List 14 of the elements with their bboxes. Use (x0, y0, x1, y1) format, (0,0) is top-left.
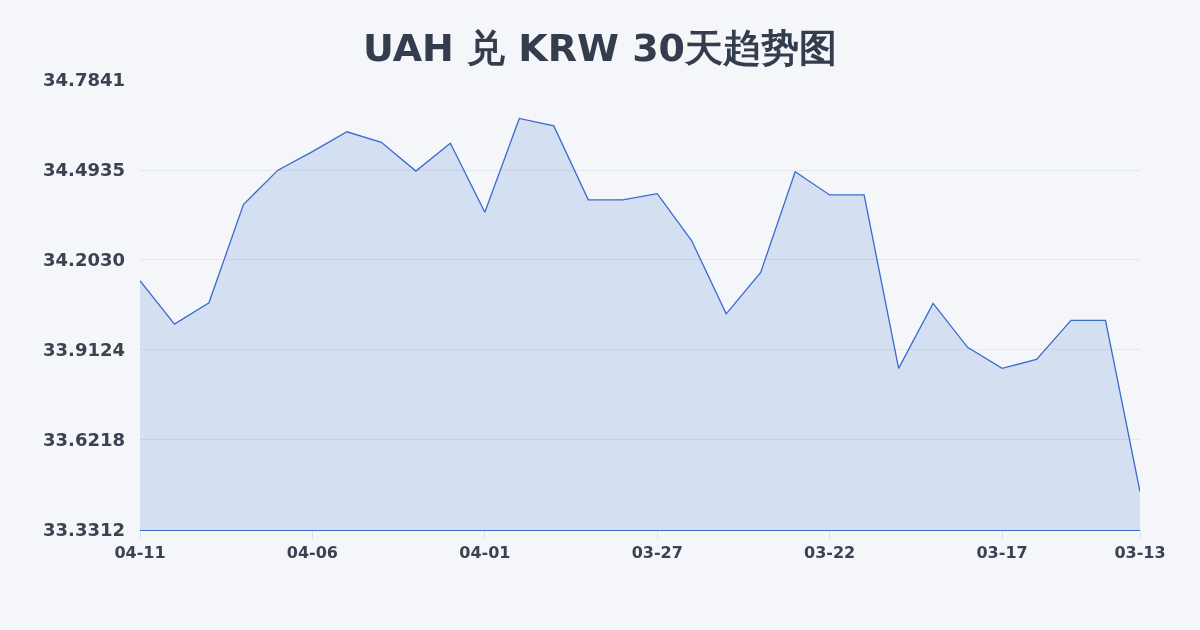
y-tick-label: 33.9124 (43, 339, 125, 361)
x-tick-label: 03-17 (976, 543, 1028, 563)
y-tick-label: 34.2030 (43, 249, 125, 271)
x-tick-label: 04-01 (459, 543, 511, 563)
y-tick-label: 33.6218 (43, 429, 125, 451)
y-tick-label: 34.4935 (43, 159, 125, 181)
x-tick-label: 03-27 (631, 543, 683, 563)
y-tick-label: 34.7841 (43, 69, 125, 91)
chart-title: UAH 兑 KRW 30天趋势图 (362, 25, 838, 70)
x-tick-label: 04-06 (286, 543, 338, 563)
y-tick-label: 33.3312 (43, 519, 125, 541)
x-tick-label: 04-11 (114, 543, 166, 563)
x-tick-label: 03-22 (804, 543, 856, 563)
x-tick-label: 03-13 (1114, 543, 1166, 563)
